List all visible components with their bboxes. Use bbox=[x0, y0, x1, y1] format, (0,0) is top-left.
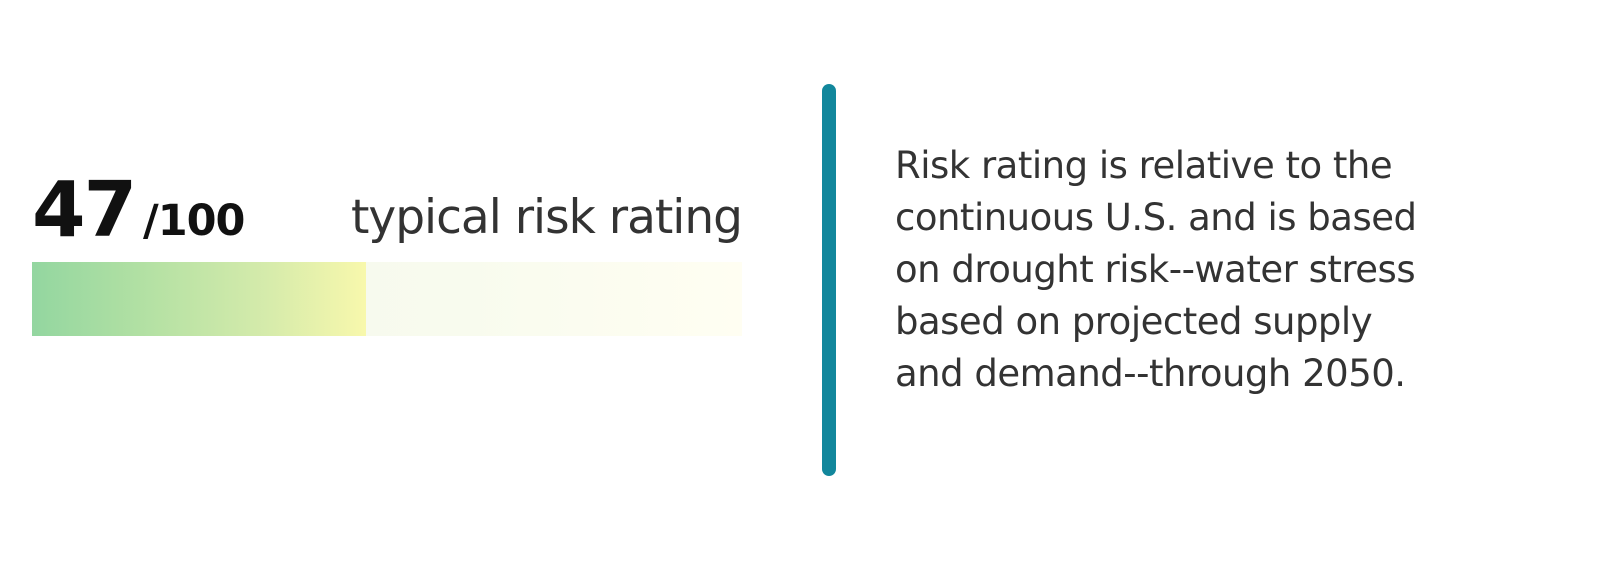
score-max: /100 bbox=[143, 196, 245, 246]
vertical-divider bbox=[822, 84, 836, 476]
description-line: continuous U.S. and is based bbox=[895, 196, 1417, 239]
description-line: based on projected supply bbox=[895, 300, 1373, 343]
rating-label: typical risk rating bbox=[350, 190, 743, 245]
score-bar bbox=[32, 262, 742, 336]
score-value: 47 bbox=[32, 166, 137, 255]
description-line: on drought risk--water stress bbox=[895, 248, 1416, 291]
description: Risk rating is relative to the continuou… bbox=[895, 140, 1495, 400]
score-bar-fill bbox=[32, 262, 366, 336]
description-line: Risk rating is relative to the bbox=[895, 144, 1393, 187]
score-block: 47 /100 typical risk rating bbox=[32, 166, 743, 343]
score-line: 47 /100 typical risk rating bbox=[32, 166, 743, 258]
description-line: and demand--through 2050. bbox=[895, 352, 1406, 395]
